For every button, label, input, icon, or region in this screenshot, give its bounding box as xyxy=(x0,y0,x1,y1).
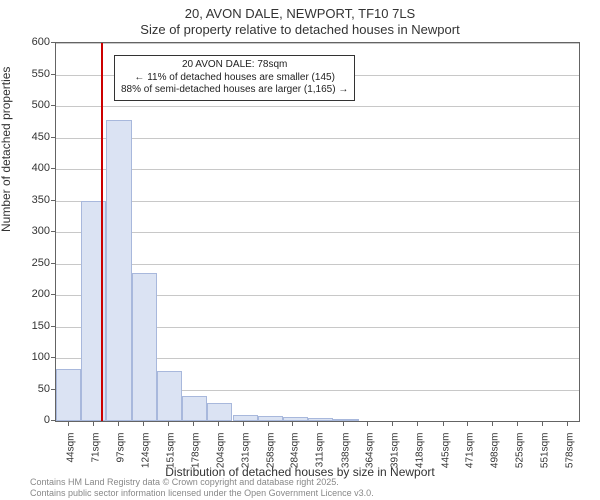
gridline xyxy=(56,232,579,233)
x-tick-mark xyxy=(392,422,393,426)
y-tick-mark xyxy=(51,74,55,75)
x-tick-mark xyxy=(168,422,169,426)
histogram-bar xyxy=(258,416,283,421)
y-tick-label: 50 xyxy=(10,383,50,395)
chart-title-line1: 20, AVON DALE, NEWPORT, TF10 7LS xyxy=(0,6,600,21)
annotation-line: 20 AVON DALE: 78sqm xyxy=(121,59,348,72)
x-tick-mark xyxy=(492,422,493,426)
histogram-bar xyxy=(233,415,258,421)
y-tick-label: 150 xyxy=(10,320,50,332)
x-tick-label: 178sqm xyxy=(191,433,202,483)
reference-line xyxy=(101,43,103,421)
histogram-bar xyxy=(308,418,333,421)
chart-title-line2: Size of property relative to detached ho… xyxy=(0,22,600,37)
x-tick-mark xyxy=(343,422,344,426)
x-tick-label: 391sqm xyxy=(390,433,401,483)
x-tick-label: 551sqm xyxy=(539,433,550,483)
gridline xyxy=(56,264,579,265)
x-tick-mark xyxy=(143,422,144,426)
y-tick-label: 250 xyxy=(10,257,50,269)
y-tick-mark xyxy=(51,326,55,327)
x-tick-label: 151sqm xyxy=(166,433,177,483)
gridline xyxy=(56,201,579,202)
histogram-bar xyxy=(333,419,358,421)
y-tick-mark xyxy=(51,105,55,106)
y-tick-mark xyxy=(51,263,55,264)
plot-area: 20 AVON DALE: 78sqm← 11% of detached hou… xyxy=(55,42,580,422)
gridline xyxy=(56,106,579,107)
histogram-bar xyxy=(132,273,157,421)
y-tick-label: 300 xyxy=(10,225,50,237)
x-tick-mark xyxy=(118,422,119,426)
x-tick-mark xyxy=(243,422,244,426)
x-tick-mark xyxy=(443,422,444,426)
x-tick-label: 231sqm xyxy=(240,433,251,483)
y-tick-mark xyxy=(51,168,55,169)
x-tick-mark xyxy=(567,422,568,426)
x-tick-label: 445sqm xyxy=(440,433,451,483)
histogram-bar xyxy=(283,417,308,421)
y-tick-label: 0 xyxy=(10,414,50,426)
annotation-line: ← 11% of detached houses are smaller (14… xyxy=(121,72,348,85)
y-tick-label: 600 xyxy=(10,36,50,48)
y-tick-label: 100 xyxy=(10,351,50,363)
histogram-bar xyxy=(106,120,131,421)
gridline xyxy=(56,169,579,170)
x-tick-label: 124sqm xyxy=(140,433,151,483)
x-tick-label: 71sqm xyxy=(91,433,102,483)
y-tick-mark xyxy=(51,137,55,138)
histogram-bar xyxy=(182,396,207,421)
y-tick-mark xyxy=(51,357,55,358)
x-tick-mark xyxy=(542,422,543,426)
x-tick-mark xyxy=(517,422,518,426)
y-tick-mark xyxy=(51,420,55,421)
x-tick-mark xyxy=(68,422,69,426)
x-tick-label: 525sqm xyxy=(515,433,526,483)
gridline xyxy=(56,43,579,44)
histogram-bar xyxy=(207,403,232,421)
histogram-bar xyxy=(157,371,182,421)
y-axis-label: Number of detached properties xyxy=(0,67,13,232)
gridline xyxy=(56,138,579,139)
x-tick-mark xyxy=(317,422,318,426)
annotation-line: 88% of semi-detached houses are larger (… xyxy=(121,84,348,97)
footer-line2: Contains public sector information licen… xyxy=(30,488,374,498)
x-tick-label: 97sqm xyxy=(115,433,126,483)
x-tick-label: 578sqm xyxy=(564,433,575,483)
y-tick-label: 550 xyxy=(10,68,50,80)
x-tick-label: 311sqm xyxy=(315,433,326,483)
y-tick-label: 200 xyxy=(10,288,50,300)
x-tick-label: 338sqm xyxy=(340,433,351,483)
x-tick-mark xyxy=(417,422,418,426)
x-tick-label: 498sqm xyxy=(490,433,501,483)
y-tick-mark xyxy=(51,231,55,232)
x-tick-label: 44sqm xyxy=(66,433,77,483)
x-tick-label: 471sqm xyxy=(464,433,475,483)
y-tick-mark xyxy=(51,294,55,295)
x-tick-mark xyxy=(218,422,219,426)
x-tick-label: 204sqm xyxy=(215,433,226,483)
x-tick-mark xyxy=(467,422,468,426)
y-tick-mark xyxy=(51,42,55,43)
x-tick-mark xyxy=(268,422,269,426)
x-tick-label: 364sqm xyxy=(364,433,375,483)
y-tick-label: 450 xyxy=(10,131,50,143)
x-tick-mark xyxy=(292,422,293,426)
x-tick-mark xyxy=(367,422,368,426)
x-tick-label: 258sqm xyxy=(265,433,276,483)
histogram-chart: 20, AVON DALE, NEWPORT, TF10 7LS Size of… xyxy=(0,0,600,500)
y-tick-mark xyxy=(51,389,55,390)
y-tick-label: 400 xyxy=(10,162,50,174)
x-tick-mark xyxy=(193,422,194,426)
x-tick-label: 418sqm xyxy=(415,433,426,483)
y-tick-label: 500 xyxy=(10,99,50,111)
y-tick-label: 350 xyxy=(10,194,50,206)
histogram-bar xyxy=(56,369,81,421)
y-tick-mark xyxy=(51,200,55,201)
x-tick-mark xyxy=(93,422,94,426)
x-tick-label: 284sqm xyxy=(290,433,301,483)
annotation-box: 20 AVON DALE: 78sqm← 11% of detached hou… xyxy=(114,55,355,101)
